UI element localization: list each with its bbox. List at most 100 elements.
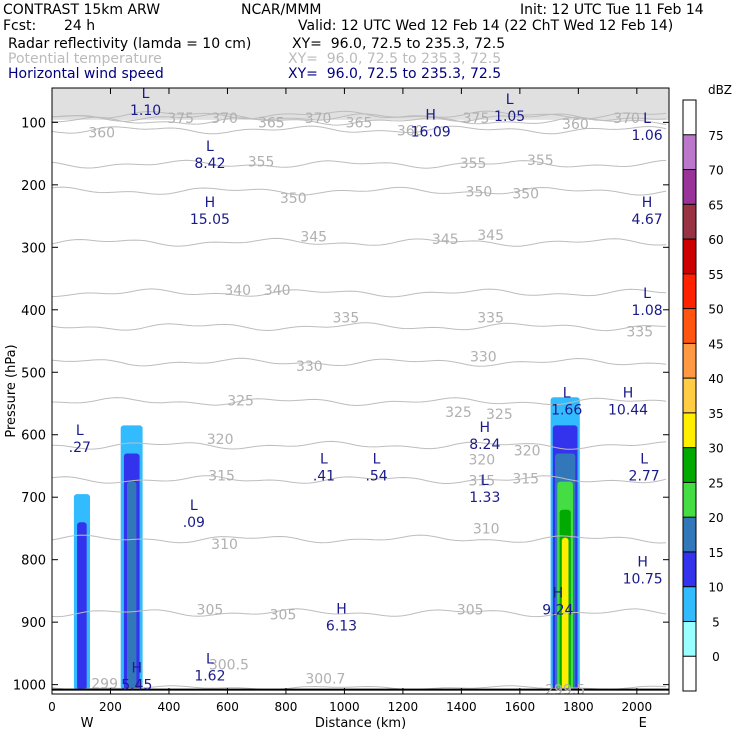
theta-contour-320	[51, 440, 667, 450]
theta-label-340: 340	[224, 283, 251, 299]
theta-label-299: 299	[91, 676, 118, 692]
colorbar-segment	[683, 308, 696, 344]
fcst-value: 24 h	[64, 18, 96, 34]
colorbar-segment	[683, 169, 696, 205]
theta-label-370: 370	[305, 111, 332, 127]
wind-extremum-type: L	[506, 92, 514, 108]
wind-extremum-value: 1.62	[194, 668, 225, 684]
wind-extremum-type: L	[481, 473, 489, 489]
field-theta-xy: XY= 96.0, 72.5 to 235.3, 72.5	[288, 51, 502, 67]
east-label: E	[639, 716, 647, 731]
wind-extremum-value: 1.10	[130, 103, 161, 119]
theta-label-320: 320	[514, 443, 541, 459]
colorbar-segment	[683, 621, 696, 657]
colorbar-segment	[683, 412, 696, 448]
theta-label-310: 310	[473, 521, 500, 537]
colorbar-unit: dBZ	[708, 83, 732, 97]
theta-label-365: 365	[346, 115, 373, 131]
colorbar-label: 25	[708, 476, 723, 490]
x-tick-label: 600	[216, 700, 239, 714]
theta-label-330: 330	[470, 350, 497, 366]
theta-label-350: 350	[466, 185, 493, 201]
colorbar-segment	[683, 482, 696, 518]
wind-extremum-type: L	[643, 111, 651, 127]
colorbar-label: 50	[708, 303, 723, 317]
y-tick-label: 100	[21, 116, 46, 131]
wind-extremum-value: .27	[69, 440, 91, 456]
wind-extremum-value: 1.66	[551, 403, 582, 419]
theta-label-375: 375	[463, 111, 490, 127]
theta-label-360: 360	[397, 123, 424, 139]
colorbar-segment	[683, 517, 696, 552]
reflectivity-layer	[73, 397, 580, 690]
theta-contour-325	[51, 397, 667, 407]
wind-extremum-value: 2.77	[629, 468, 660, 484]
y-tick-label: 200	[21, 179, 46, 194]
init-time: Init: 12 UTC Tue 11 Feb 14	[520, 2, 704, 18]
colorbar-segment	[683, 656, 696, 691]
x-tick-label: 1000	[329, 700, 360, 714]
y-tick-label: 700	[21, 491, 46, 506]
colorbar-label: 0	[712, 650, 720, 664]
wind-extremum-type: L	[76, 423, 84, 439]
theta-label-345: 345	[300, 230, 327, 246]
theta-label-320: 320	[207, 432, 234, 448]
theta-label-340: 340	[264, 283, 291, 299]
reflectivity-cell-2-layer-30	[561, 537, 569, 690]
colorbar-segment	[683, 447, 696, 483]
wind-extremum-value: 10.44	[608, 403, 648, 419]
theta-contour-340	[51, 288, 667, 298]
theta-label-330: 330	[296, 359, 323, 375]
colorbar-segment	[683, 134, 696, 170]
x-tick-label: 200	[99, 700, 122, 714]
wind-extremum-type: L	[206, 139, 214, 155]
wind-extremum-value: 4.67	[631, 212, 662, 228]
theta-label-350: 350	[512, 187, 539, 203]
wind-extremum-value: 5.45	[121, 678, 152, 694]
colorbar-label: 65	[708, 198, 723, 212]
theta-contour-360	[51, 125, 667, 135]
wind-extremum-value: 15.05	[190, 212, 230, 228]
reflectivity-cell-1-layer-15	[127, 481, 137, 690]
theta-contours	[51, 88, 669, 691]
wind-extremum-value: 1.05	[494, 109, 525, 125]
colorbar-label: 35	[708, 407, 723, 421]
theta-contour-305	[51, 608, 667, 618]
colorbar-segment	[683, 100, 696, 135]
field-wind-xy: XY= 96.0, 72.5 to 235.3, 72.5	[288, 66, 502, 82]
theta-labels: 375 370 365 370 365 360 375 360 370 360 355 355 355 3…	[88, 111, 653, 699]
wind-extremum-type: L	[563, 386, 571, 402]
wind-extremum-value: 1.08	[631, 303, 662, 319]
colorbar-label: 15	[708, 546, 723, 560]
theta-contour-370	[51, 113, 667, 122]
theta-label-345: 345	[477, 228, 504, 244]
theta-label-315: 315	[468, 473, 495, 489]
reflectivity-cell-0-layer-10	[77, 522, 87, 690]
y-tick-label: 800	[21, 554, 46, 569]
y-axis-label: Pressure (hPa)	[4, 344, 19, 437]
theta-label-305: 305	[457, 603, 484, 619]
theta-label-370: 370	[211, 111, 238, 127]
colorbar-label: 45	[708, 337, 723, 351]
theta-label-315: 315	[512, 471, 539, 487]
theta-contour-355	[51, 159, 667, 169]
wind-extremum-type: H	[553, 586, 564, 602]
colorbar-segment	[683, 239, 696, 274]
theta-label-360: 360	[88, 125, 115, 141]
colorbar-segment	[683, 343, 696, 379]
x-tick-label: 1800	[563, 700, 594, 714]
theta-label-305: 305	[197, 603, 224, 619]
y-tick-label: 500	[21, 366, 46, 381]
x-axis-label: Distance (km)	[315, 716, 406, 731]
field-theta-name: Potential temperature	[8, 51, 162, 67]
colorbar-segment	[683, 586, 696, 622]
theta-contour-330	[51, 357, 667, 367]
theta-label-335: 335	[477, 310, 504, 326]
theta-label-345: 345	[432, 232, 459, 248]
theta-contour-350	[51, 186, 667, 196]
colorbar-label: 60	[708, 233, 723, 247]
model-title: CONTRAST 15km ARW	[3, 2, 161, 18]
theta-label-300.5: 300.5	[209, 658, 249, 674]
